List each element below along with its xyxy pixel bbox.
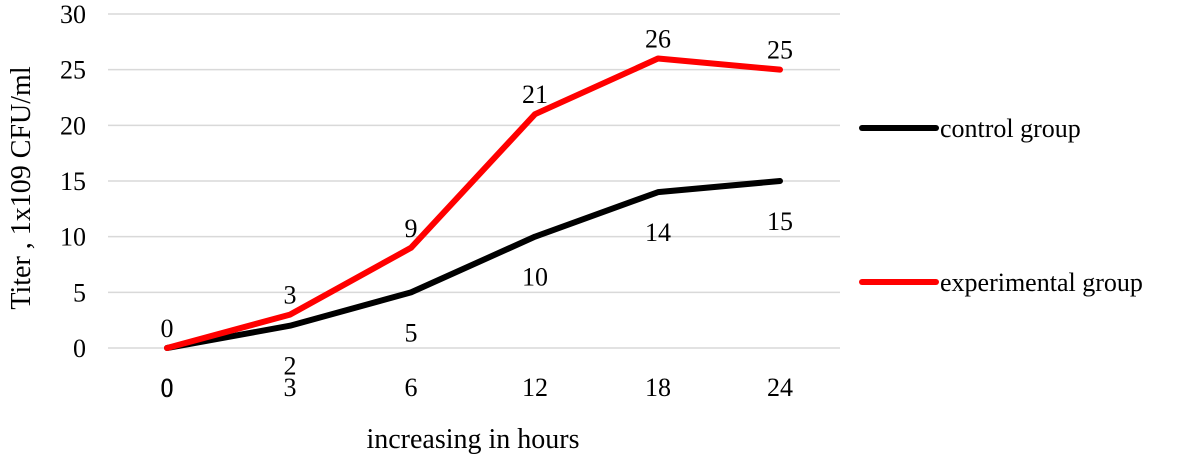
series-line-experimental xyxy=(164,55,783,351)
series-lines xyxy=(164,55,783,351)
data-label: 21 xyxy=(522,80,548,109)
data-label: 5 xyxy=(405,318,418,347)
gridlines xyxy=(108,13,840,349)
legend: control group experimental group xyxy=(859,114,1143,297)
data-label: 9 xyxy=(405,214,418,243)
data-label: 2 xyxy=(284,352,297,381)
data-label: 3 xyxy=(284,281,297,310)
x-tick-label: 6 xyxy=(405,373,418,402)
y-tick-label: 15 xyxy=(60,167,86,196)
y-axis-title: Titer , 1x109 CFU/ml xyxy=(6,66,37,309)
x-axis-tick-labels: 0 3 6 12 18 24 xyxy=(161,373,794,402)
legend-label: control group xyxy=(940,114,1081,143)
x-tick-label: 12 xyxy=(522,373,548,402)
x-tick-label: 0 xyxy=(161,373,174,402)
series-line-control xyxy=(164,178,783,351)
x-tick-label: 3 xyxy=(284,373,297,402)
x-tick-label: 24 xyxy=(767,373,793,402)
y-tick-label: 20 xyxy=(60,111,86,140)
x-tick-label: 18 xyxy=(645,373,671,402)
y-axis-tick-labels: 0 5 10 15 20 25 30 xyxy=(60,0,86,363)
data-label: 25 xyxy=(767,36,793,65)
data-label: 0 xyxy=(161,314,174,343)
data-label: 10 xyxy=(522,263,548,292)
data-label: 26 xyxy=(645,25,671,54)
legend-label: experimental group xyxy=(940,268,1143,297)
y-tick-label: 5 xyxy=(73,278,86,307)
data-label: 0 xyxy=(161,374,174,403)
y-tick-label: 10 xyxy=(60,223,86,252)
data-label: 15 xyxy=(767,207,793,236)
y-tick-label: 0 xyxy=(73,334,86,363)
y-tick-label: 30 xyxy=(60,0,86,29)
y-tick-label: 25 xyxy=(60,56,86,85)
x-axis-title: increasing in hours xyxy=(366,424,579,455)
data-label: 14 xyxy=(645,218,671,247)
